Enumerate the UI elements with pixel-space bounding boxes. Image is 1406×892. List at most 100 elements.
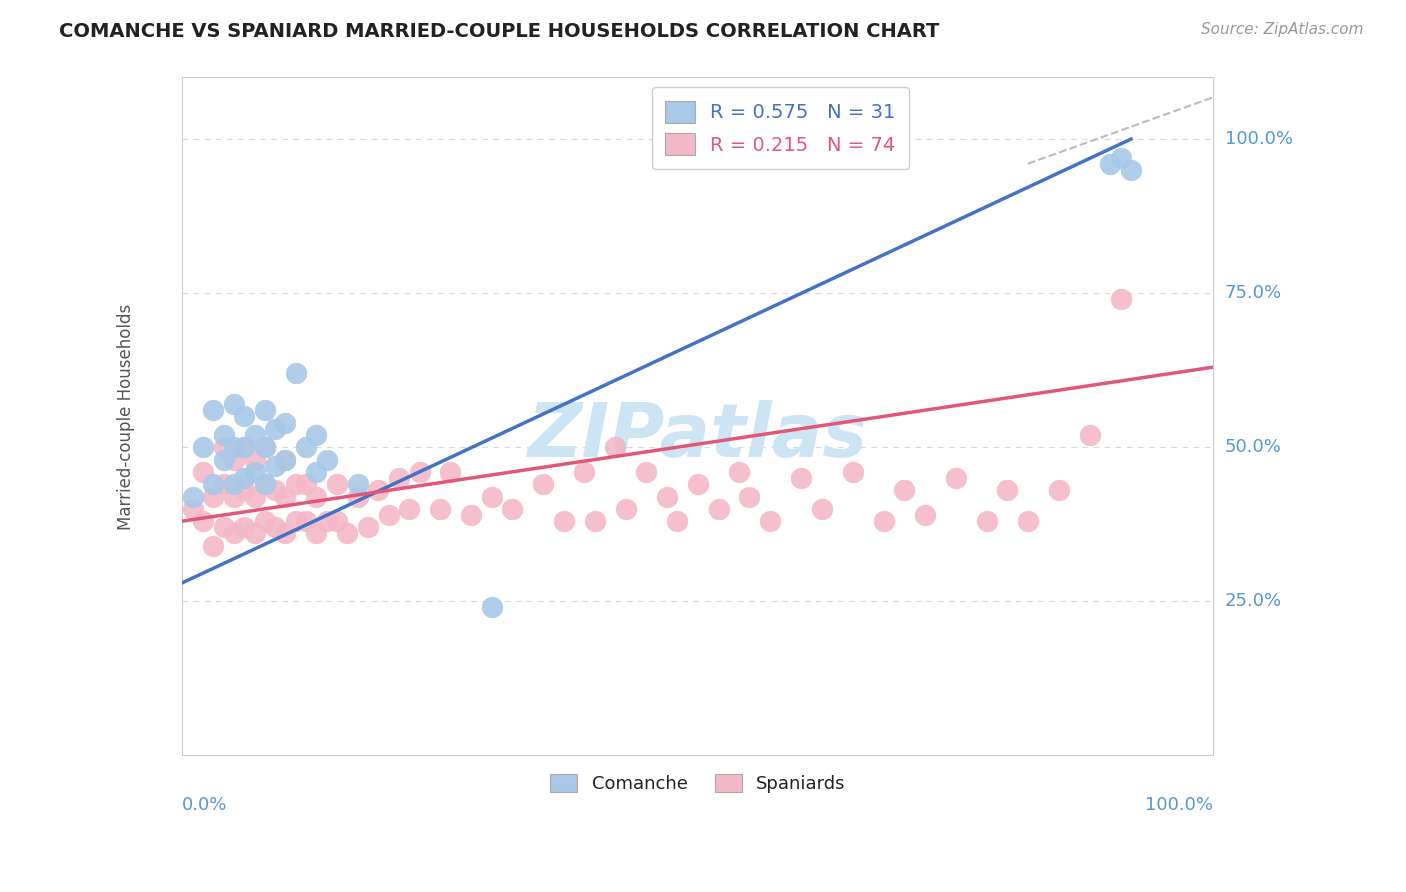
Point bbox=[439, 465, 461, 479]
Point bbox=[408, 465, 430, 479]
Point bbox=[367, 483, 389, 498]
Text: 75.0%: 75.0% bbox=[1225, 285, 1282, 302]
Point bbox=[233, 440, 256, 454]
Text: 100.0%: 100.0% bbox=[1225, 130, 1292, 148]
Point bbox=[810, 501, 832, 516]
Point bbox=[284, 366, 307, 380]
Point bbox=[1119, 162, 1142, 177]
Point bbox=[636, 465, 658, 479]
Point bbox=[893, 483, 915, 498]
Point bbox=[295, 514, 318, 528]
Point bbox=[233, 520, 256, 534]
Point bbox=[243, 465, 266, 479]
Point bbox=[295, 440, 318, 454]
Point bbox=[243, 452, 266, 467]
Point bbox=[243, 428, 266, 442]
Point bbox=[222, 490, 245, 504]
Point bbox=[346, 490, 368, 504]
Point bbox=[233, 483, 256, 498]
Text: 100.0%: 100.0% bbox=[1146, 796, 1213, 814]
Point bbox=[429, 501, 451, 516]
Point bbox=[253, 440, 276, 454]
Point bbox=[707, 501, 730, 516]
Point bbox=[222, 397, 245, 411]
Point bbox=[202, 403, 225, 417]
Point bbox=[212, 477, 235, 491]
Text: Source: ZipAtlas.com: Source: ZipAtlas.com bbox=[1201, 22, 1364, 37]
Point bbox=[253, 477, 276, 491]
Point bbox=[346, 477, 368, 491]
Point bbox=[243, 526, 266, 541]
Point bbox=[1099, 157, 1122, 171]
Point bbox=[274, 526, 297, 541]
Point bbox=[357, 520, 380, 534]
Point bbox=[202, 477, 225, 491]
Point bbox=[233, 409, 256, 424]
Point bbox=[222, 477, 245, 491]
Point bbox=[315, 514, 337, 528]
Point bbox=[274, 452, 297, 467]
Point bbox=[191, 514, 214, 528]
Point bbox=[738, 490, 761, 504]
Point bbox=[284, 514, 307, 528]
Text: 0.0%: 0.0% bbox=[183, 796, 228, 814]
Point bbox=[1017, 514, 1039, 528]
Point bbox=[274, 416, 297, 430]
Point bbox=[841, 465, 863, 479]
Point bbox=[326, 514, 349, 528]
Point bbox=[233, 440, 256, 454]
Point bbox=[728, 465, 751, 479]
Point bbox=[976, 514, 998, 528]
Point bbox=[253, 477, 276, 491]
Point bbox=[295, 477, 318, 491]
Point bbox=[264, 483, 287, 498]
Point bbox=[212, 520, 235, 534]
Point bbox=[243, 490, 266, 504]
Point bbox=[1109, 151, 1132, 165]
Point bbox=[686, 477, 709, 491]
Legend: Comanche, Spaniards: Comanche, Spaniards bbox=[543, 767, 853, 800]
Point bbox=[945, 471, 967, 485]
Point bbox=[995, 483, 1018, 498]
Text: ZIPatlas: ZIPatlas bbox=[527, 401, 868, 474]
Point bbox=[655, 490, 678, 504]
Point bbox=[191, 440, 214, 454]
Point bbox=[253, 440, 276, 454]
Point bbox=[202, 539, 225, 553]
Point bbox=[212, 440, 235, 454]
Point bbox=[305, 526, 328, 541]
Text: COMANCHE VS SPANIARD MARRIED-COUPLE HOUSEHOLDS CORRELATION CHART: COMANCHE VS SPANIARD MARRIED-COUPLE HOUS… bbox=[59, 22, 939, 41]
Point bbox=[264, 458, 287, 473]
Point bbox=[553, 514, 575, 528]
Point bbox=[191, 465, 214, 479]
Point bbox=[574, 465, 596, 479]
Point bbox=[481, 600, 503, 615]
Point bbox=[388, 471, 411, 485]
Point bbox=[583, 514, 606, 528]
Point bbox=[222, 526, 245, 541]
Point bbox=[233, 471, 256, 485]
Point bbox=[326, 477, 349, 491]
Point bbox=[222, 452, 245, 467]
Point bbox=[305, 465, 328, 479]
Point bbox=[531, 477, 554, 491]
Point bbox=[759, 514, 782, 528]
Point bbox=[315, 452, 337, 467]
Point bbox=[336, 526, 359, 541]
Point bbox=[181, 490, 204, 504]
Point bbox=[212, 428, 235, 442]
Point bbox=[264, 422, 287, 436]
Point bbox=[253, 403, 276, 417]
Point bbox=[274, 490, 297, 504]
Point bbox=[1047, 483, 1070, 498]
Point bbox=[614, 501, 637, 516]
Point bbox=[212, 452, 235, 467]
Point bbox=[872, 514, 894, 528]
Point bbox=[222, 440, 245, 454]
Point bbox=[460, 508, 482, 522]
Text: Married-couple Households: Married-couple Households bbox=[117, 303, 135, 530]
Text: 50.0%: 50.0% bbox=[1225, 438, 1281, 456]
Point bbox=[181, 501, 204, 516]
Point bbox=[377, 508, 399, 522]
Point bbox=[202, 490, 225, 504]
